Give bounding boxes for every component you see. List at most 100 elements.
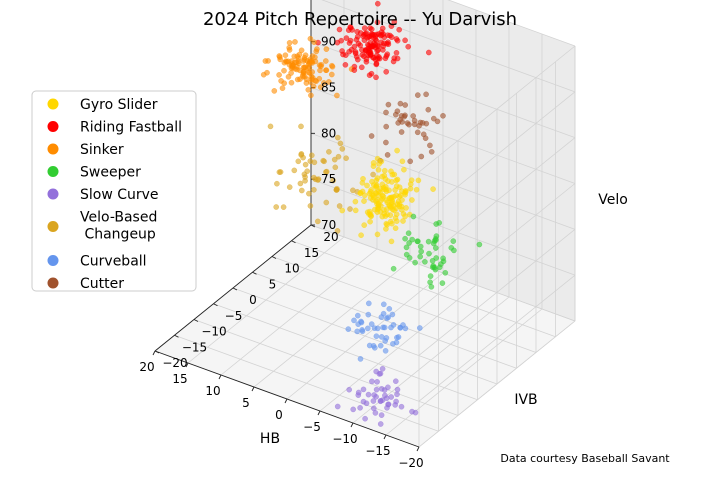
data-point [354,28,361,35]
data-point [298,123,304,130]
data-point [332,164,339,171]
data-point [295,158,302,165]
x-tick-mark [416,446,420,452]
side-grid-line [310,87,576,184]
data-point [428,283,435,290]
data-point [323,169,329,175]
data-point [364,182,370,189]
legend-label: Gyro Slider [80,97,158,113]
legend-label-line: Curveball [80,254,147,270]
data-point [386,187,392,194]
y-tick-label: −20 [162,356,187,370]
data-point [383,335,390,341]
y-tick-label: 15 [304,246,319,260]
data-point [350,187,356,194]
y-tick-label: −10 [201,325,226,339]
data-point [379,173,386,180]
data-point [334,92,340,99]
data-point [307,203,314,209]
back-grid-line [418,137,576,264]
data-point [343,155,349,161]
data-point [388,238,395,245]
floor-grid-line [286,272,444,400]
data-point [397,100,404,107]
data-point [346,386,353,393]
data-point [398,403,405,410]
y-tick-label: 5 [269,277,277,291]
x-tick-mark [251,386,255,392]
x-tick-label: 0 [275,408,283,422]
data-point [291,167,298,174]
legend-label-line: Riding Fastball [80,120,182,136]
data-point [292,39,298,45]
data-point [279,85,286,91]
data-point [309,74,316,81]
y-tick-mark [154,350,160,354]
data-point [386,305,393,312]
data-point [300,58,307,64]
data-point [416,325,423,331]
data-point [380,47,386,53]
data-point [394,176,401,183]
data-point [342,62,349,68]
data-point [351,317,357,324]
data-point [361,198,367,204]
data-point [440,255,446,262]
data-point [357,356,364,362]
floor-grid-line [220,248,378,376]
data-point [334,134,341,141]
data-point [297,180,304,187]
data-point [365,300,372,307]
data-point [401,166,407,173]
data-point [336,203,343,209]
data-point [388,324,394,331]
legend-marker [47,188,59,200]
data-point [392,187,398,193]
y-tick-mark [174,334,179,338]
data-point [398,129,405,135]
y-tick-label: −5 [225,309,243,323]
legend-label-line: Sweeper [80,165,141,181]
data-point [368,26,375,33]
data-point [392,111,399,118]
data-point [427,273,434,279]
data-point [379,213,386,220]
data-point [308,92,314,99]
data-point [373,333,380,340]
data-point [267,123,274,130]
data-point [366,72,373,78]
data-point [370,398,377,404]
x-tick-label: −10 [332,432,357,446]
x-axis-label: HB [260,431,280,447]
data-point [373,60,380,67]
data-point [432,245,439,251]
data-point [337,140,344,147]
data-point [402,102,409,108]
data-point [393,218,400,224]
data-point [433,237,439,243]
data-point [384,404,390,411]
data-point [380,324,386,331]
data-point [286,44,293,51]
data-point [345,27,352,33]
data-point [400,218,406,224]
data-point [395,120,402,126]
data-point [321,158,327,165]
data-point [369,378,375,385]
data-point [392,378,399,385]
data-point [406,121,412,128]
data-point [288,70,294,76]
data-point [288,79,295,86]
data-point [276,72,282,78]
data-point [334,228,341,234]
data-point [271,88,278,94]
x-tick-mark [317,410,321,416]
z-tick-label: 95 [321,0,336,3]
data-point [379,25,386,32]
data-point [399,158,406,165]
data-point [376,161,382,167]
data-point [282,58,289,64]
data-point [427,142,433,149]
data-point [305,87,312,93]
